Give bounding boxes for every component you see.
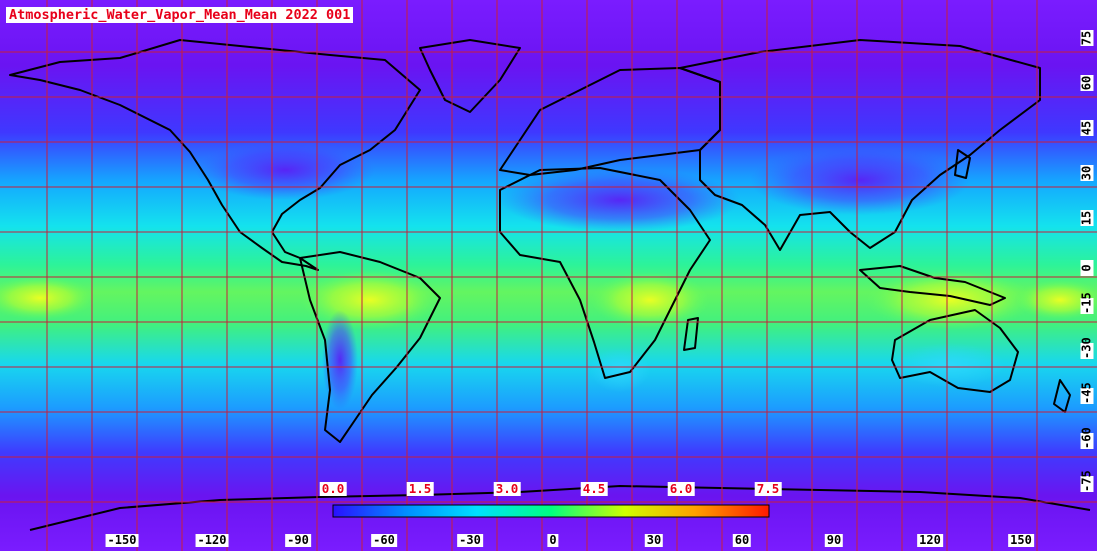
latitude-label: -15 bbox=[1081, 298, 1094, 314]
map-title: Atmospheric_Water_Vapor_Mean_Mean 2022 0… bbox=[6, 7, 353, 23]
longitude-label: 60 bbox=[733, 534, 751, 547]
latitude-label: -45 bbox=[1081, 388, 1094, 404]
longitude-label: 90 bbox=[825, 534, 843, 547]
longitude-label: -150 bbox=[106, 534, 139, 547]
longitude-label: 120 bbox=[917, 534, 943, 547]
latitude-label: -30 bbox=[1081, 343, 1094, 359]
latitude-label: 15 bbox=[1081, 210, 1094, 226]
longitude-label: 0 bbox=[547, 534, 558, 547]
colorbar-tick-label: 1.5 bbox=[407, 482, 434, 496]
latitude-label: -75 bbox=[1081, 476, 1094, 492]
longitude-label: 30 bbox=[645, 534, 663, 547]
latitude-label: 45 bbox=[1081, 120, 1094, 136]
latitude-label: 75 bbox=[1081, 30, 1094, 46]
longitude-label: 150 bbox=[1008, 534, 1034, 547]
colorbar-tick-label: 6.0 bbox=[668, 482, 695, 496]
longitude-label: -60 bbox=[371, 534, 397, 547]
latitude-label: 60 bbox=[1081, 75, 1094, 91]
colorbar-tick-label: 3.0 bbox=[494, 482, 521, 496]
latitude-label: 0 bbox=[1081, 260, 1094, 276]
longitude-label: -30 bbox=[457, 534, 483, 547]
latitude-label: 30 bbox=[1081, 165, 1094, 181]
colorbar-tick-label: 0.0 bbox=[320, 482, 347, 496]
longitude-label: -120 bbox=[196, 534, 229, 547]
colorbar bbox=[333, 505, 769, 517]
longitude-label: -90 bbox=[285, 534, 311, 547]
latitude-label: -60 bbox=[1081, 433, 1094, 449]
colorbar-tick-label: 7.5 bbox=[755, 482, 782, 496]
colorbar-tick-label: 4.5 bbox=[581, 482, 608, 496]
